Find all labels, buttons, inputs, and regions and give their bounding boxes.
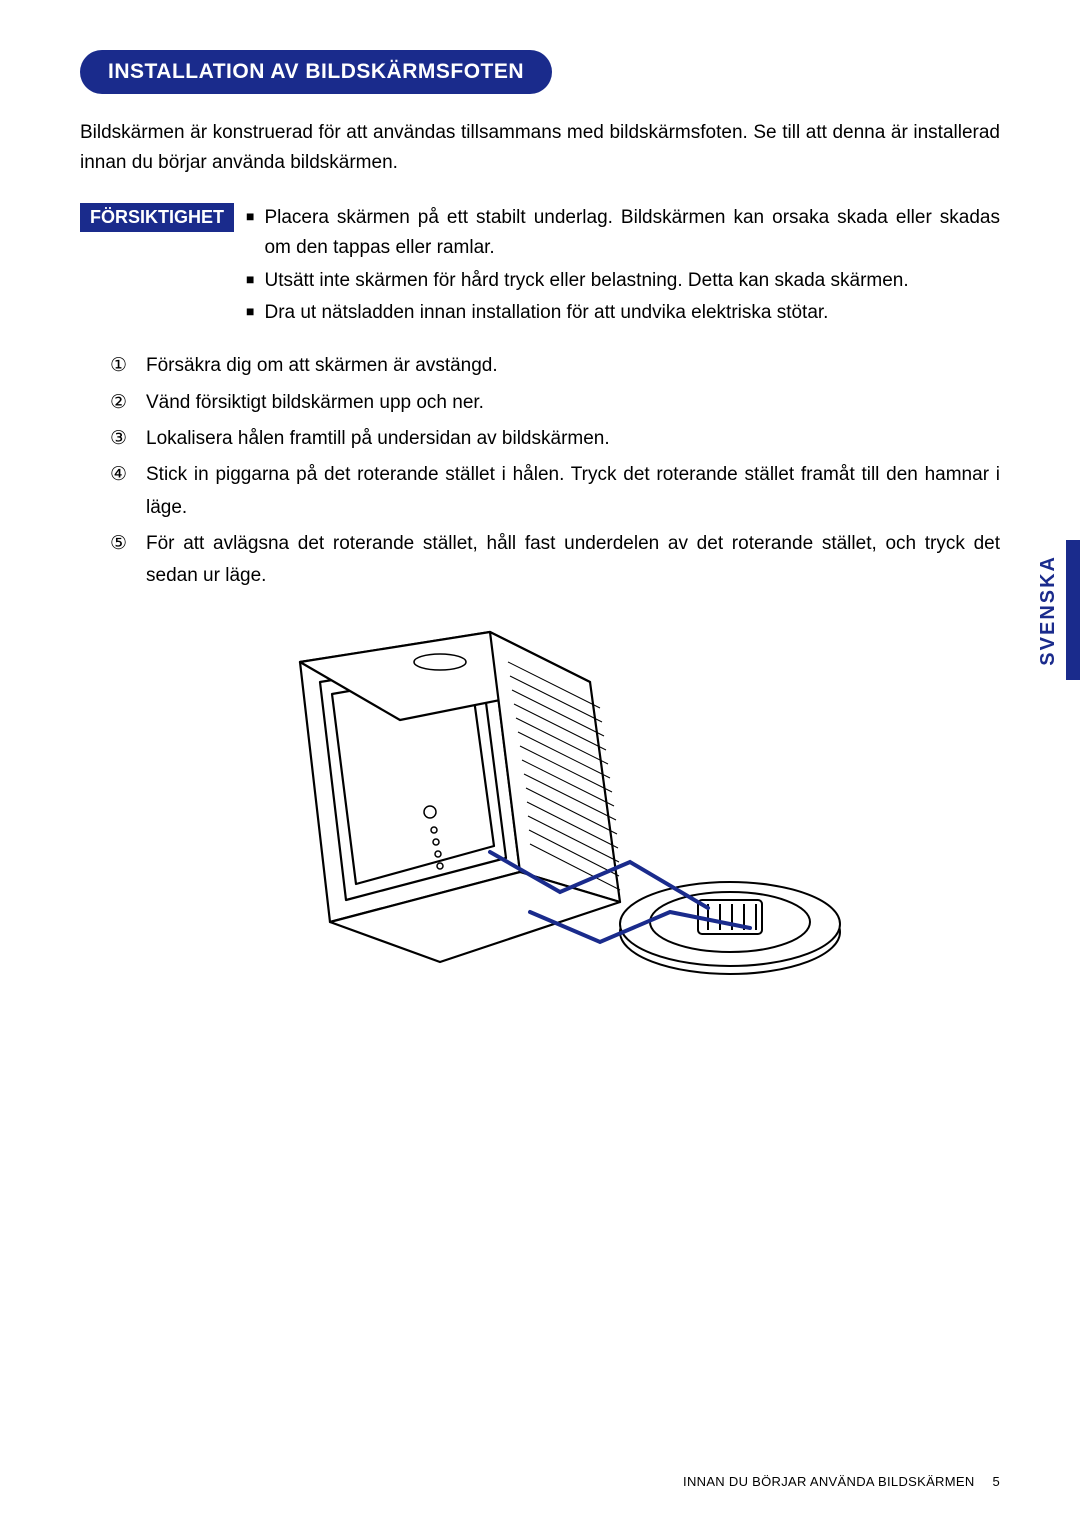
square-bullet-icon: ■: [246, 266, 254, 296]
caution-text: Dra ut nätsladden innan installation för…: [264, 298, 828, 328]
caution-item: ■ Utsätt inte skärmen för hård tryck ell…: [246, 266, 1000, 296]
side-tab-label: SVENSKA: [1037, 555, 1060, 666]
step-number: ①: [110, 350, 132, 382]
step-number: ⑤: [110, 528, 132, 593]
footer-section-name: INNAN DU BÖRJAR ANVÄNDA BILDSKÄRMEN: [683, 1474, 975, 1489]
footer-page-number: 5: [992, 1474, 1000, 1489]
monitor-base-diagram: [80, 622, 1000, 1007]
step-item: ④ Stick in piggarna på det roterande stä…: [110, 459, 1000, 524]
caution-block: FÖRSIKTIGHET ■ Placera skärmen på ett st…: [80, 203, 1000, 331]
page-footer: INNAN DU BÖRJAR ANVÄNDA BILDSKÄRMEN 5: [683, 1474, 1000, 1489]
caution-item: ■ Dra ut nätsladden innan installation f…: [246, 298, 1000, 328]
caution-item: ■ Placera skärmen på ett stabilt underla…: [246, 203, 1000, 264]
side-tab-bar: [1066, 540, 1080, 680]
caution-text: Utsätt inte skärmen för hård tryck eller…: [264, 266, 908, 296]
caution-label: FÖRSIKTIGHET: [80, 203, 234, 232]
step-text: För att avlägsna det roterande stället, …: [146, 528, 1000, 593]
caution-text: Placera skärmen på ett stabilt underlag.…: [264, 203, 1000, 264]
intro-paragraph: Bildskärmen är konstruerad för att använ…: [80, 118, 1000, 179]
step-item: ⑤ För att avlägsna det roterande stället…: [110, 528, 1000, 593]
step-item: ③ Lokalisera hålen framtill på undersida…: [110, 423, 1000, 455]
step-text: Stick in piggarna på det roterande ställ…: [146, 459, 1000, 524]
square-bullet-icon: ■: [246, 203, 254, 264]
step-text: Lokalisera hålen framtill på undersidan …: [146, 423, 1000, 455]
step-item: ② Vänd försiktigt bildskärmen upp och ne…: [110, 387, 1000, 419]
section-title: INSTALLATION AV BILDSKÄRMSFOTEN: [80, 50, 552, 94]
step-number: ④: [110, 459, 132, 524]
language-side-tab: SVENSKA: [1037, 540, 1080, 680]
caution-list: ■ Placera skärmen på ett stabilt underla…: [246, 203, 1000, 331]
steps-list: ① Försäkra dig om att skärmen är avstäng…: [110, 350, 1000, 592]
step-item: ① Försäkra dig om att skärmen är avstäng…: [110, 350, 1000, 382]
step-number: ③: [110, 423, 132, 455]
step-number: ②: [110, 387, 132, 419]
step-text: Vänd försiktigt bildskärmen upp och ner.: [146, 387, 1000, 419]
step-text: Försäkra dig om att skärmen är avstängd.: [146, 350, 1000, 382]
square-bullet-icon: ■: [246, 298, 254, 328]
